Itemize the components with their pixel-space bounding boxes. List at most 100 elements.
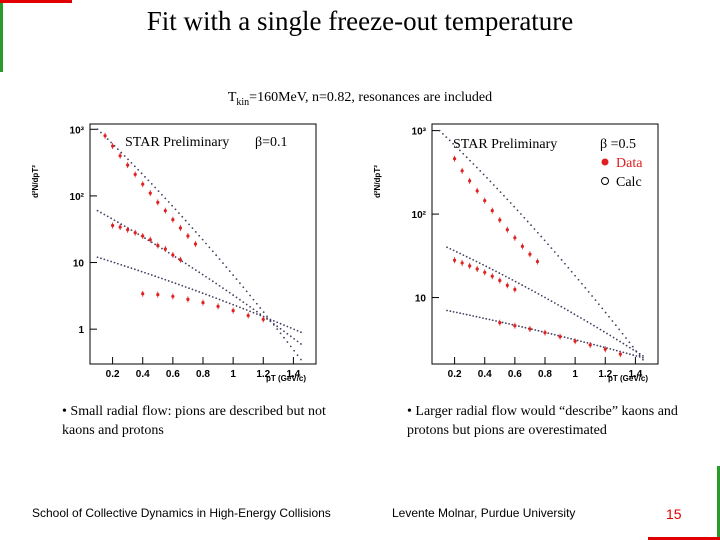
calc-point [161, 193, 163, 196]
calc-point [181, 284, 184, 287]
data-point [460, 169, 464, 173]
calc-point [570, 311, 573, 314]
calc-point [123, 225, 126, 228]
y-tick-label: 1 [78, 325, 84, 336]
data-point [148, 191, 152, 195]
calc-point [544, 296, 546, 299]
data-point [246, 313, 250, 318]
calc-point [459, 252, 462, 255]
data-point [126, 163, 130, 167]
calc-point [225, 266, 228, 268]
calc-point [553, 333, 556, 336]
calc-point [446, 246, 448, 249]
calc-point [527, 287, 530, 290]
calc-point [591, 295, 593, 297]
calc-point [211, 296, 214, 298]
calc-point [589, 322, 592, 325]
bottom-right-green-bar [717, 466, 720, 540]
data-point [475, 189, 479, 193]
calc-point [228, 302, 231, 305]
calc-point [446, 309, 448, 312]
calc-point [252, 308, 255, 311]
calc-point [635, 355, 638, 357]
calc-point [286, 332, 289, 335]
calc-point [550, 300, 553, 303]
x-tick-label: 0.6 [508, 369, 522, 380]
calc-point [201, 273, 204, 276]
calc-point [501, 273, 504, 276]
calc-point [283, 336, 285, 339]
calc-point [154, 186, 157, 189]
calc-point [523, 216, 526, 219]
calc-point [137, 269, 140, 272]
data-point [163, 247, 167, 251]
calc-point [161, 277, 163, 280]
data-point [178, 258, 182, 262]
calc-point [144, 271, 146, 274]
calc-point [232, 303, 235, 306]
calc-point [232, 274, 235, 277]
calc-point [485, 317, 488, 320]
calc-point [618, 328, 621, 331]
data-point [216, 304, 220, 308]
data-point [505, 228, 509, 232]
calc-point [225, 289, 228, 292]
x-tick-label: 0.6 [166, 369, 180, 380]
calc-point [215, 254, 218, 257]
calc-point [208, 294, 211, 297]
calc-point [442, 132, 444, 135]
calc-point [218, 298, 221, 301]
calc-point [557, 255, 560, 257]
data-point [505, 283, 509, 287]
slide-title: Fit with a single freeze-out temperature [146, 6, 574, 36]
calc-point [130, 229, 133, 232]
calc-point [486, 177, 488, 179]
calc-point [531, 289, 533, 292]
calc-point [635, 350, 638, 353]
calc-point [642, 358, 644, 361]
chart-right-svg: d²N/dpT² pT (GeV/c) STAR Preliminary β =… [373, 123, 659, 383]
calc-point [198, 291, 201, 293]
calc-point [194, 231, 197, 233]
calc-point [631, 345, 634, 348]
y-tick-label: 10³ [70, 125, 85, 136]
data-point [163, 209, 167, 213]
calc-point [255, 313, 258, 315]
data-point [156, 243, 160, 248]
calc-point [201, 238, 204, 241]
calc-point [232, 294, 235, 296]
bullet-right: • Larger radial flow would “describe” ka… [407, 404, 678, 438]
calc-point [211, 280, 214, 283]
data-point [261, 317, 265, 322]
calc-point [638, 354, 641, 357]
calc-point [462, 312, 465, 315]
calc-point [614, 324, 617, 327]
calc-point [560, 258, 563, 261]
calc-point [286, 325, 289, 328]
calc-point [140, 172, 143, 175]
calc-point [174, 282, 177, 285]
subtitle-sub: kin [236, 96, 250, 108]
calc-point [283, 324, 285, 327]
calc-point [445, 136, 448, 139]
calc-point [550, 333, 553, 335]
calc-point [283, 330, 285, 333]
calc-point [293, 328, 296, 331]
data-point [111, 144, 115, 148]
calc-point [534, 329, 537, 331]
data-point [111, 223, 115, 228]
calc-point [127, 158, 129, 161]
calc-point [495, 320, 497, 322]
x-axis-label: pT (GeV/c) [608, 374, 648, 383]
subtitle-post: =160MeV, n=0.82, resonances are included [249, 90, 493, 105]
calc-point [619, 340, 621, 343]
calc-point [279, 327, 282, 330]
calc-point [249, 310, 251, 313]
calc-point [239, 298, 241, 301]
calc-point [181, 215, 184, 218]
calc-point [566, 309, 569, 312]
calc-point [218, 258, 221, 261]
calc-point [171, 204, 174, 207]
calc-point [530, 224, 532, 227]
data-point [453, 157, 457, 161]
